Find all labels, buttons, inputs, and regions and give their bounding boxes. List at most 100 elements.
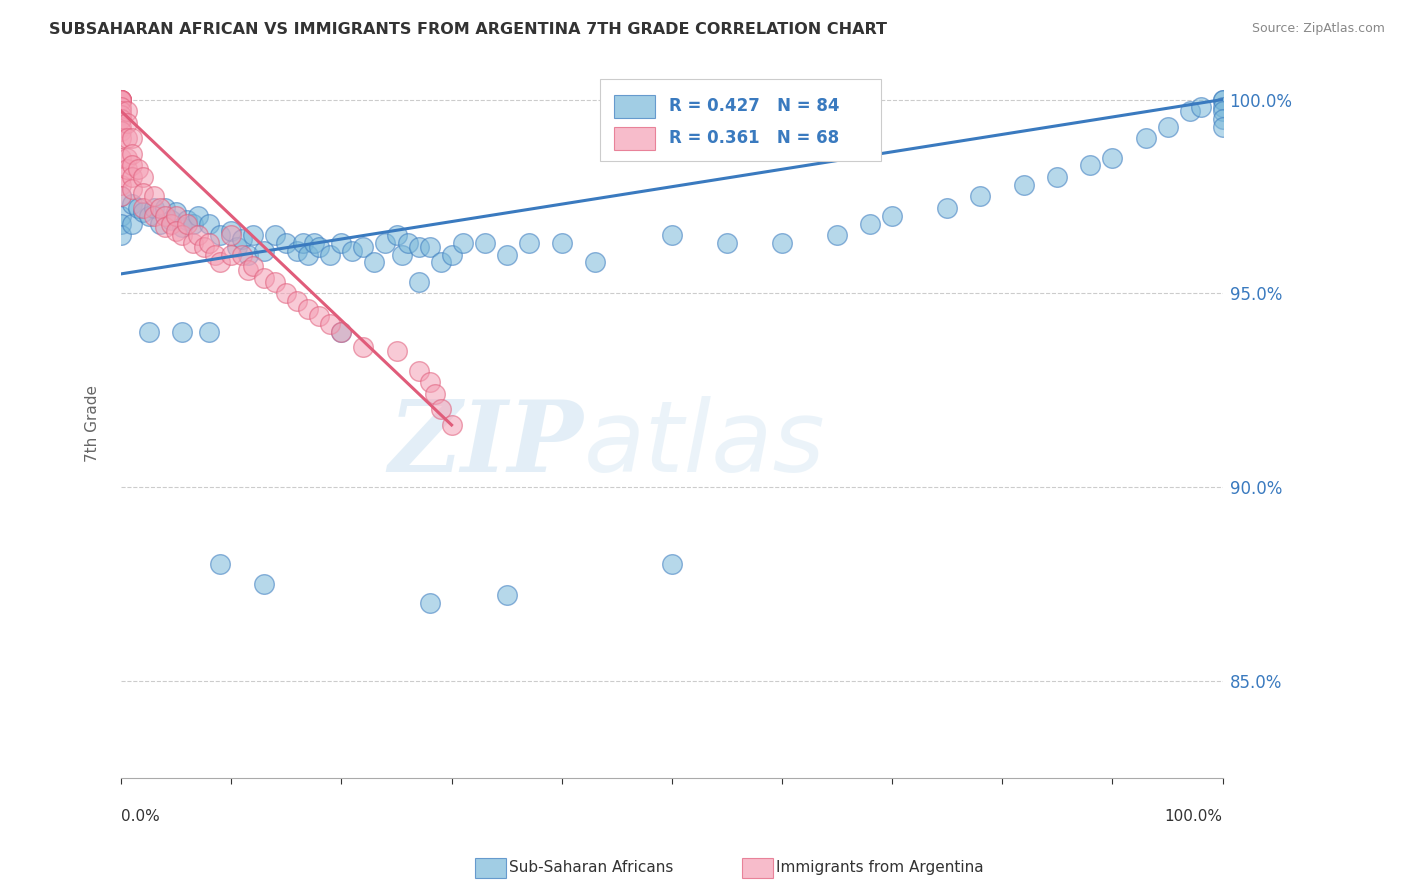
Point <box>159 217 181 231</box>
Point <box>253 577 276 591</box>
Point <box>385 344 408 359</box>
Point <box>209 558 232 572</box>
Point <box>170 228 193 243</box>
Point <box>474 235 496 250</box>
Point <box>319 247 342 261</box>
Point <box>716 235 738 250</box>
Point <box>1212 100 1234 114</box>
Text: 0.0%: 0.0% <box>121 809 160 824</box>
Point <box>193 240 215 254</box>
Point <box>1212 104 1234 119</box>
FancyBboxPatch shape <box>600 79 882 161</box>
Point <box>1014 178 1036 192</box>
Point <box>153 220 176 235</box>
Point <box>231 232 253 246</box>
Point <box>1189 100 1212 114</box>
Point <box>495 247 517 261</box>
Point <box>115 131 138 145</box>
Point <box>159 212 181 227</box>
Point <box>882 209 904 223</box>
Point <box>110 93 132 107</box>
Point <box>121 146 143 161</box>
Point <box>110 189 132 203</box>
Point <box>825 228 848 243</box>
Point <box>204 247 226 261</box>
Point <box>1212 120 1234 134</box>
Point <box>110 169 132 184</box>
Point <box>110 189 132 203</box>
Point <box>143 209 166 223</box>
Point <box>138 209 160 223</box>
Point <box>110 108 132 122</box>
Point <box>374 235 396 250</box>
Point <box>242 228 264 243</box>
Point <box>225 240 247 254</box>
Point <box>451 235 474 250</box>
Point <box>198 217 221 231</box>
Point <box>110 120 132 134</box>
Point <box>308 240 330 254</box>
Point <box>110 209 132 223</box>
Point <box>209 228 232 243</box>
Point <box>276 235 298 250</box>
Point <box>149 217 172 231</box>
Point <box>110 93 132 107</box>
Point <box>1178 104 1201 119</box>
Point <box>176 212 198 227</box>
Point <box>231 247 253 261</box>
Point <box>661 558 683 572</box>
Point <box>165 209 187 223</box>
Point <box>165 205 187 219</box>
Point <box>132 205 155 219</box>
Point <box>219 224 242 238</box>
Text: Immigrants from Argentina: Immigrants from Argentina <box>776 860 984 874</box>
Point <box>264 275 287 289</box>
Point <box>551 235 574 250</box>
Point <box>138 325 160 339</box>
Point <box>143 201 166 215</box>
Text: SUBSAHARAN AFRICAN VS IMMIGRANTS FROM ARGENTINA 7TH GRADE CORRELATION CHART: SUBSAHARAN AFRICAN VS IMMIGRANTS FROM AR… <box>49 22 887 37</box>
Point <box>936 201 959 215</box>
Point <box>127 162 149 177</box>
Point <box>181 235 204 250</box>
Point <box>110 100 132 114</box>
Point <box>110 217 132 231</box>
Point <box>236 247 259 261</box>
Point <box>110 151 132 165</box>
Point <box>110 93 132 107</box>
Point <box>121 197 143 211</box>
Text: ZIP: ZIP <box>389 396 583 492</box>
Point <box>319 318 342 332</box>
Point <box>110 93 132 107</box>
Point <box>429 255 451 269</box>
Point <box>363 255 385 269</box>
Point <box>440 417 463 432</box>
Point <box>353 240 375 254</box>
Point <box>253 270 276 285</box>
Point <box>440 247 463 261</box>
Point <box>287 293 309 308</box>
Point <box>583 255 606 269</box>
Point <box>342 244 364 258</box>
Point <box>187 228 209 243</box>
Point <box>264 228 287 243</box>
Point <box>127 201 149 215</box>
Point <box>661 228 683 243</box>
Point <box>121 169 143 184</box>
Point <box>110 112 132 126</box>
Point <box>396 235 419 250</box>
Point <box>219 228 242 243</box>
Point <box>242 259 264 273</box>
Point <box>121 181 143 195</box>
Point <box>165 224 187 238</box>
Point <box>276 286 298 301</box>
Point <box>408 240 430 254</box>
Point <box>1212 93 1234 107</box>
Point <box>153 209 176 223</box>
Point <box>110 178 132 192</box>
FancyBboxPatch shape <box>613 95 655 118</box>
Point <box>198 235 221 250</box>
Point <box>110 104 132 119</box>
FancyBboxPatch shape <box>613 128 655 150</box>
Point <box>121 158 143 172</box>
